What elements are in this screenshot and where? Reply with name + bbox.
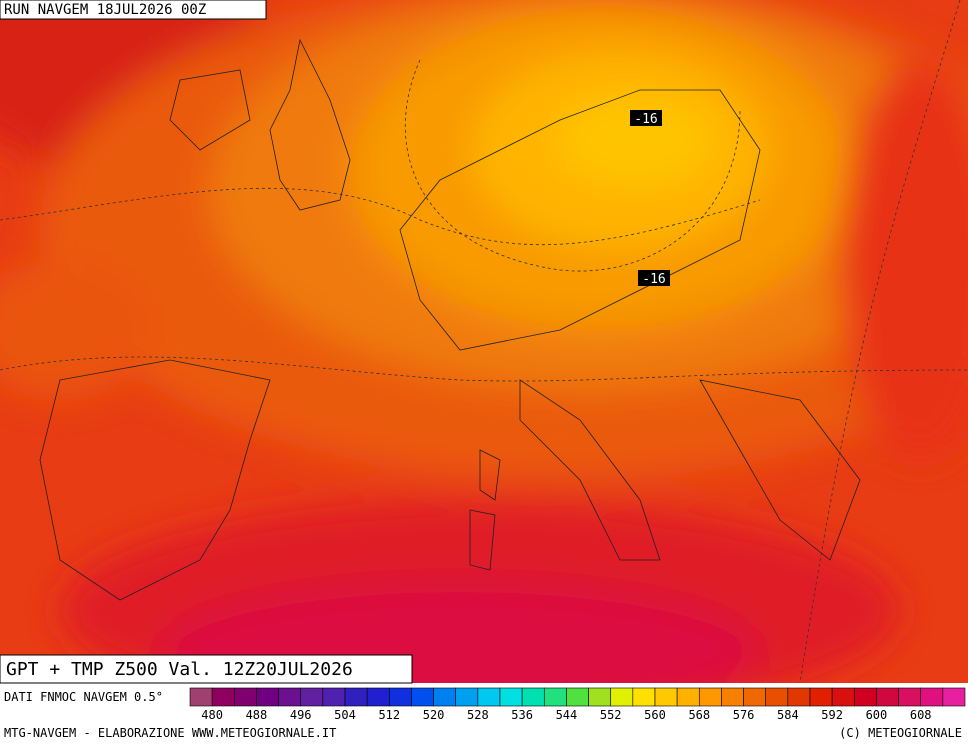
footer-left: MTG-NAVGEM - ELABORAZIONE WWW.METEOGIORN… xyxy=(4,726,336,740)
colorbar-swatch xyxy=(676,687,700,707)
colorbar-swatch xyxy=(876,687,899,707)
colorbar-swatch xyxy=(433,687,457,707)
colorbar-swatch xyxy=(233,687,257,707)
map-label-box xyxy=(638,270,670,286)
colorbar-swatch xyxy=(654,687,678,707)
colorbar-label: 568 xyxy=(688,708,710,722)
colorbar-swatch xyxy=(411,687,434,707)
colorbar-label: 584 xyxy=(777,708,799,722)
colorbar-swatch xyxy=(721,687,744,707)
colorbar-swatch xyxy=(211,687,235,707)
colorbar-swatch xyxy=(831,687,855,707)
colorbar-swatch xyxy=(300,687,324,707)
colorbar-label: 536 xyxy=(511,708,533,722)
source-label: DATI FNMOC NAVGEM 0.5° xyxy=(4,690,163,704)
colorbar-swatch xyxy=(787,687,811,707)
map-label: -16 xyxy=(642,272,665,287)
colorbar-swatch xyxy=(322,687,346,707)
colorbar-swatch xyxy=(366,687,390,707)
colorbar: 480 488 496 504 512 520 528 536 544 552 560 568 576 5… xyxy=(189,687,966,722)
colorbar-label: 600 xyxy=(866,708,888,722)
colorbar-swatch xyxy=(765,687,789,707)
colorbar-label: 504 xyxy=(334,708,356,722)
colorbar-swatch xyxy=(920,687,944,707)
colorbar-label: 528 xyxy=(467,708,489,722)
colorbar-swatch xyxy=(566,687,589,707)
colorbar-label: 512 xyxy=(378,708,400,722)
map-label-box xyxy=(630,110,662,126)
colorbar-label: 560 xyxy=(644,708,666,722)
colorbar-swatch xyxy=(698,687,722,707)
colorbar-swatch xyxy=(521,687,545,707)
colorbar-swatch xyxy=(632,687,656,707)
map-label: -16 xyxy=(634,112,657,127)
colorbar-swatch xyxy=(898,687,922,707)
colorbar-label: 480 xyxy=(201,708,223,722)
colorbar-swatch xyxy=(344,687,368,707)
colorbar-label: 576 xyxy=(733,708,755,722)
colorbar-swatch xyxy=(388,687,412,707)
colorbar-swatch xyxy=(853,687,877,707)
colorbar-label: 520 xyxy=(423,708,445,722)
colorbar-swatch xyxy=(278,687,302,707)
isotherms xyxy=(0,0,968,683)
colorbar-swatch xyxy=(809,687,833,707)
colorbar-label: 608 xyxy=(910,708,932,722)
colorbar-swatch xyxy=(499,687,523,707)
colorbar-label: 552 xyxy=(600,708,622,722)
colorbar-label: 496 xyxy=(290,708,312,722)
footer-right: (C) METEOGIORNALE xyxy=(839,726,962,740)
field xyxy=(0,0,968,683)
colorbar-swatch xyxy=(189,687,213,707)
colorbar-swatch xyxy=(588,687,612,707)
product-box xyxy=(0,654,413,684)
colorbar-swatch xyxy=(455,687,479,707)
coastlines xyxy=(39,38,861,601)
product-label: GPT + TMP Z500 Val. 12Z20JUL2026 xyxy=(6,659,353,680)
run-label: RUN NAVGEM 18JUL2026 00Z xyxy=(4,2,206,18)
colorbar-swatch xyxy=(942,687,966,707)
colorbar-swatch xyxy=(743,687,767,707)
colorbar-swatch xyxy=(610,687,634,707)
colorbar-swatch xyxy=(256,687,279,707)
colorbar-label: 544 xyxy=(556,708,578,722)
colorbar-label: 488 xyxy=(246,708,268,722)
run-box xyxy=(0,0,267,20)
colorbar-swatch xyxy=(543,687,567,707)
colorbar-swatch xyxy=(477,687,501,707)
colorbar-label: 592 xyxy=(821,708,843,722)
